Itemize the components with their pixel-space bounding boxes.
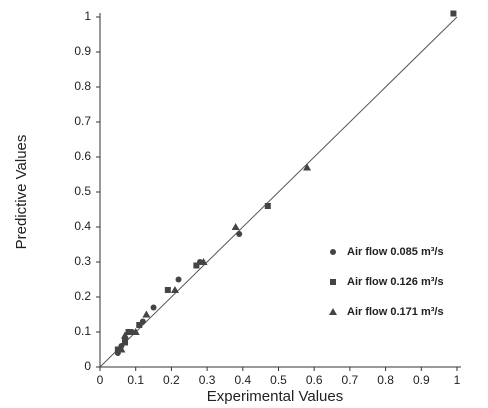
legend-label: Air flow 0.171 m³/s — [347, 306, 444, 318]
point — [121, 339, 128, 346]
point — [193, 262, 200, 269]
legend-marker — [329, 308, 337, 315]
x-tick-label: 0.2 — [163, 373, 180, 387]
y-tick-label: 0.7 — [74, 114, 91, 128]
point — [175, 276, 182, 283]
point — [303, 163, 312, 171]
y-axis-title: Predictive Values — [13, 135, 30, 250]
y-tick-label: 0.4 — [74, 219, 91, 233]
point — [164, 287, 171, 293]
x-tick-label: 0.9 — [413, 373, 430, 387]
point — [450, 10, 457, 17]
point — [125, 329, 132, 335]
point — [150, 304, 157, 311]
y-tick-label: 0.3 — [74, 254, 91, 268]
x-tick-label: 0.7 — [342, 373, 359, 387]
point — [264, 203, 271, 209]
x-tick-label: 0.3 — [199, 373, 216, 387]
legend-label: Air flow 0.085 m³/s — [347, 246, 444, 258]
x-tick-label: 1 — [454, 373, 461, 387]
point — [131, 328, 140, 335]
point — [136, 322, 143, 328]
y-tick-label: 0 — [84, 359, 91, 373]
x-tick-label: 0.6 — [306, 373, 323, 387]
x-tick-label: 0.1 — [127, 373, 144, 387]
x-tick-label: 0 — [97, 373, 104, 387]
x-tick-label: 0.5 — [270, 373, 287, 387]
y-tick-label: 0.2 — [74, 289, 91, 303]
legend-marker — [330, 249, 336, 255]
point — [120, 331, 129, 339]
y-tick-label: 0.5 — [74, 184, 91, 198]
y-tick-label: 0.6 — [74, 149, 91, 163]
x-tick-label: 0.8 — [377, 373, 394, 387]
legend-marker — [330, 279, 336, 285]
y-tick-label: 0.1 — [74, 324, 91, 338]
x-axis-title: Experimental Values — [207, 388, 343, 405]
y-tick-label: 0.9 — [74, 44, 91, 58]
y-tick-label: 0.8 — [74, 79, 91, 93]
reference-line — [99, 16, 458, 368]
legend-label: Air flow 0.126 m³/s — [347, 276, 444, 288]
point — [231, 223, 240, 230]
x-tick-label: 0.4 — [234, 373, 251, 387]
point — [142, 310, 151, 318]
y-tick-label: 1 — [84, 9, 91, 23]
point — [117, 345, 126, 353]
point — [170, 286, 179, 293]
point — [114, 346, 121, 353]
point — [236, 231, 243, 237]
point — [199, 258, 208, 265]
